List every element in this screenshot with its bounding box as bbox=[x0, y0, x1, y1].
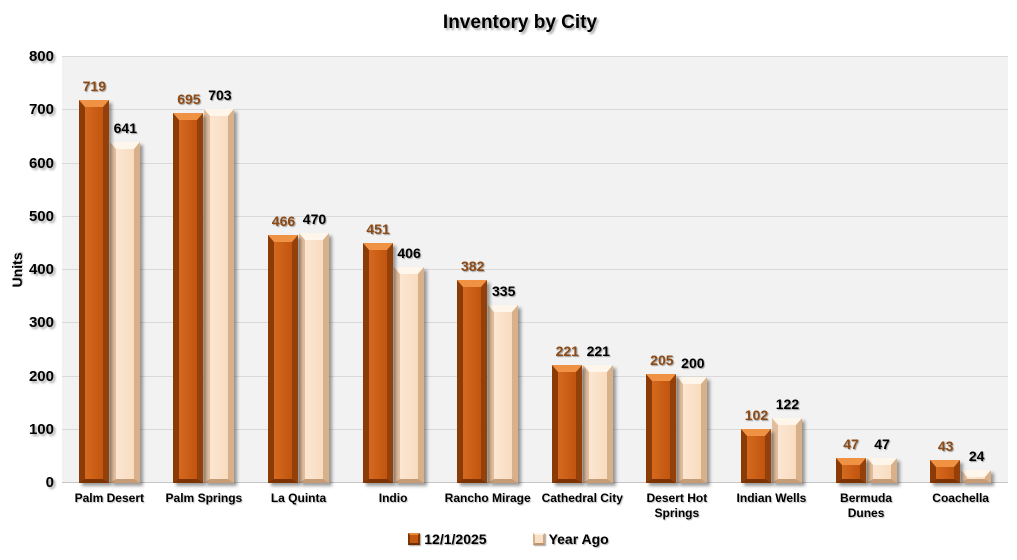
value-label-series-0: 205 bbox=[650, 351, 674, 368]
x-axis-label: Palm Desert bbox=[74, 491, 144, 505]
bar-series-1 bbox=[109, 141, 140, 483]
bar-series-0 bbox=[78, 100, 109, 483]
bar-series-1 bbox=[582, 365, 613, 483]
y-tick-label: 600 bbox=[28, 154, 54, 172]
gridline bbox=[62, 56, 1008, 57]
gridline bbox=[62, 322, 1008, 324]
bar-series-0 bbox=[173, 112, 204, 483]
value-label-series-1: 406 bbox=[397, 244, 421, 261]
bar-series-0 bbox=[362, 242, 393, 483]
bar-group: 451 406 bbox=[346, 57, 441, 483]
y-tick-label: 100 bbox=[28, 420, 54, 438]
bar-series-1 bbox=[677, 376, 708, 483]
value-label-series-0: 43 bbox=[937, 438, 954, 455]
bar-series-1 bbox=[961, 470, 992, 483]
value-label-series-0: 47 bbox=[843, 436, 859, 452]
bar-series-1 bbox=[393, 266, 424, 483]
legend-swatch-current-icon bbox=[408, 533, 421, 545]
x-axis-label: Rancho Mirage bbox=[444, 491, 531, 505]
x-axis-label: Indio bbox=[378, 491, 408, 505]
y-tick-label: 800 bbox=[28, 48, 54, 65]
value-label-series-1: 47 bbox=[874, 436, 890, 452]
legend-item-current: 12/1/2025 bbox=[408, 531, 487, 547]
plot-area: 719 641 695 703 466 470 451 406 382 335 221 221 205 2… bbox=[62, 56, 1008, 483]
bar-group: 221 221 bbox=[535, 57, 630, 483]
y-tick-label: 200 bbox=[28, 367, 54, 385]
gridline bbox=[62, 215, 1008, 217]
y-tick-label: 400 bbox=[28, 261, 54, 278]
value-label-series-0: 382 bbox=[460, 257, 485, 274]
gridline bbox=[62, 109, 1008, 111]
legend: 12/1/2025 Year Ago bbox=[0, 531, 1017, 547]
bar-group: 43 24 bbox=[913, 57, 1008, 483]
bar-series-1 bbox=[204, 108, 235, 483]
bar-group: 466 470 bbox=[251, 57, 346, 483]
value-label-series-1: 122 bbox=[775, 396, 800, 412]
bar-series-1 bbox=[298, 232, 329, 483]
bar-group: 102 122 bbox=[724, 57, 819, 483]
bar-series-container: 719 641 695 703 466 470 451 406 382 335 221 221 205 2… bbox=[62, 57, 1008, 483]
value-label-series-0: 451 bbox=[366, 220, 390, 237]
value-label-series-1: 641 bbox=[113, 119, 137, 136]
bar-series-0 bbox=[551, 365, 582, 483]
value-label-series-1: 703 bbox=[208, 86, 232, 103]
x-axis-label: Coachella bbox=[932, 491, 989, 505]
value-label-series-1: 221 bbox=[586, 343, 610, 360]
y-tick-label: 0 bbox=[45, 474, 54, 491]
bar-series-0 bbox=[646, 373, 677, 483]
y-tick-label: 500 bbox=[28, 207, 54, 225]
gridline bbox=[62, 375, 1008, 377]
bar-group: 719 641 bbox=[62, 57, 157, 483]
chart-title: Inventory by City bbox=[442, 12, 598, 33]
x-axis-label: Cathedral City bbox=[541, 491, 623, 505]
gridline bbox=[62, 269, 1008, 270]
x-axis-label: La Quinta bbox=[270, 491, 327, 505]
gridline bbox=[62, 482, 1008, 483]
legend-item-yearago: Year Ago bbox=[532, 531, 609, 547]
value-label-series-0: 466 bbox=[271, 212, 296, 229]
bar-group: 695 703 bbox=[157, 57, 252, 483]
legend-label-yearago: Year Ago bbox=[548, 531, 609, 547]
x-axis-labels: Palm Desert Palm Springs La Quinta Indio Ran… bbox=[62, 491, 1008, 521]
bar-series-0 bbox=[740, 428, 771, 483]
gridline bbox=[62, 162, 1008, 164]
y-tick-label: 300 bbox=[28, 314, 54, 332]
bar-series-0 bbox=[267, 234, 298, 483]
gridline bbox=[62, 428, 1008, 430]
bar-series-0 bbox=[457, 279, 488, 483]
value-label-series-0: 695 bbox=[177, 90, 201, 107]
value-label-series-0: 719 bbox=[82, 78, 106, 95]
value-label-series-1: 24 bbox=[968, 448, 985, 465]
bar-series-1 bbox=[488, 304, 519, 483]
x-axis-label: Bermuda Dunes bbox=[840, 491, 893, 520]
y-axis-ticks: 0 100 200 300 400 500 600 700 800 bbox=[0, 48, 54, 491]
x-axis-label: Desert Hot Springs bbox=[646, 491, 708, 520]
value-label-series-0: 221 bbox=[555, 343, 579, 360]
bar-series-0 bbox=[835, 458, 866, 483]
x-axis-label: Palm Springs bbox=[165, 491, 243, 505]
value-label-series-1: 470 bbox=[302, 210, 327, 227]
bar-group: 205 200 bbox=[630, 57, 725, 483]
bar-series-0 bbox=[930, 460, 961, 483]
value-label-series-0: 102 bbox=[744, 406, 769, 423]
bar-series-1 bbox=[771, 418, 802, 483]
bar-series-1 bbox=[866, 458, 897, 483]
bar-group: 382 335 bbox=[440, 57, 535, 483]
value-label-series-1: 200 bbox=[681, 354, 705, 371]
x-axis-label: Indian Wells bbox=[736, 491, 807, 505]
legend-swatch-yearago-icon bbox=[532, 533, 545, 545]
value-label-series-1: 335 bbox=[491, 282, 516, 299]
bar-group: 47 47 bbox=[819, 57, 914, 483]
legend-label-current: 12/1/2025 bbox=[424, 531, 487, 547]
y-tick-label: 700 bbox=[28, 101, 54, 119]
